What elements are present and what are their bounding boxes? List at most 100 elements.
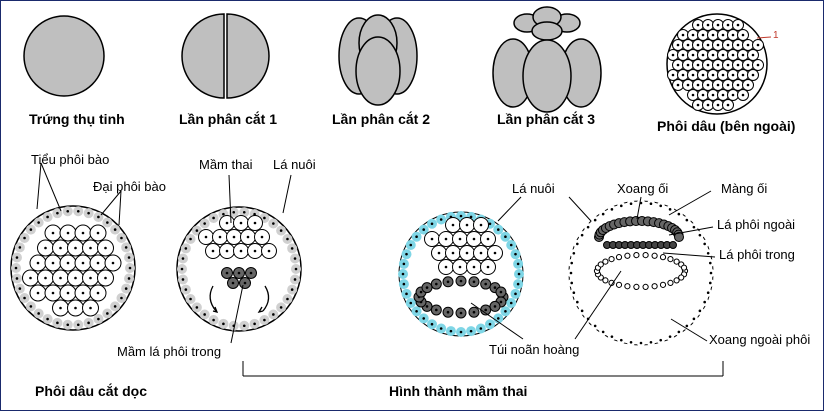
- cell-nucleus: [649, 202, 653, 206]
- cell-nucleus: [66, 231, 70, 235]
- cell-nucleus: [106, 221, 109, 224]
- zygote-caption: Trứng thụ tinh: [29, 111, 125, 127]
- epiblast-cell: [669, 241, 677, 249]
- cell-nucleus: [279, 229, 283, 232]
- cell-nucleus: [746, 63, 750, 67]
- cell-nucleus: [181, 257, 185, 260]
- cell-nucleus: [692, 317, 696, 321]
- cell-nucleus: [249, 271, 253, 275]
- yolk-sac-cell: [597, 261, 604, 268]
- cell-nucleus: [486, 265, 490, 269]
- cell-nucleus: [686, 63, 690, 67]
- cell-nucleus: [696, 23, 700, 27]
- cell-nucleus: [402, 282, 406, 286]
- cell-nucleus: [89, 306, 92, 310]
- cell-nucleus: [51, 291, 55, 295]
- yolk-sac-cell: [667, 279, 674, 286]
- cell-nucleus: [239, 221, 243, 225]
- cell-nucleus: [290, 288, 294, 291]
- cell-nucleus: [721, 93, 725, 97]
- cell-nucleus: [246, 235, 250, 239]
- cell-nucleus: [681, 33, 685, 37]
- leader-lines: [470, 190, 716, 342]
- zygote-cell: [23, 15, 105, 97]
- cell-nucleus: [74, 306, 77, 310]
- cell-nucleus: [46, 215, 49, 219]
- cell-nucleus: [701, 93, 705, 97]
- cell-nucleus: [51, 231, 55, 235]
- cleavage1-figure: [181, 13, 270, 99]
- cell-nucleus: [263, 318, 266, 322]
- cell-nucleus: [51, 261, 55, 265]
- cell-nucleus: [263, 216, 266, 220]
- cell-nucleus: [66, 323, 70, 327]
- cell-nucleus: [465, 251, 469, 255]
- cell-nucleus: [239, 249, 243, 253]
- cell-nucleus: [89, 246, 92, 250]
- cell-nucleus: [698, 233, 702, 237]
- cell-nucleus: [572, 291, 576, 295]
- yolk-sac-cell: [642, 251, 649, 259]
- cell-nucleus: [736, 63, 740, 67]
- yolk-sac-cell: [608, 256, 615, 263]
- blastocyst-figure: [398, 211, 524, 337]
- cell-nucleus: [195, 306, 199, 309]
- cell-nucleus: [74, 246, 77, 250]
- cell-nucleus: [751, 53, 755, 57]
- cell-nucleus: [286, 237, 289, 241]
- cell-nucleus: [232, 235, 236, 239]
- cell-nucleus: [726, 23, 730, 27]
- cell-nucleus: [629, 202, 633, 206]
- cell-nucleus: [691, 73, 695, 77]
- cell-nucleus: [439, 327, 443, 330]
- cell-nucleus: [691, 93, 695, 97]
- cell-nucleus: [59, 276, 62, 280]
- cell-nucleus: [127, 256, 131, 259]
- cleavage2-caption: Lần phân cắt 2: [332, 111, 431, 127]
- cell-nucleus: [225, 249, 229, 253]
- cell-nucleus: [286, 297, 289, 301]
- cell-nucleus: [293, 278, 297, 281]
- cell-nucleus: [706, 83, 710, 87]
- cell-nucleus: [706, 43, 710, 47]
- cell-nucleus: [96, 291, 100, 295]
- cell-nucleus: [465, 223, 469, 227]
- cell-nucleus: [676, 63, 680, 67]
- cell-nucleus: [401, 272, 405, 276]
- cell-nucleus: [696, 83, 700, 87]
- cell-nucleus: [514, 292, 517, 296]
- cell-nucleus: [472, 265, 476, 269]
- cell-nucleus: [681, 53, 685, 57]
- yolk-sac-cell: [624, 252, 631, 259]
- cell-nucleus: [685, 218, 689, 222]
- cell-nucleus: [444, 237, 448, 241]
- cell-nucleus: [184, 247, 188, 250]
- cell-nucleus: [619, 204, 623, 208]
- cell-nucleus: [721, 53, 725, 57]
- cell-nucleus: [472, 280, 476, 284]
- cleavage3-caption: Lần phân cắt 3: [497, 111, 596, 127]
- cell-nucleus: [698, 309, 702, 313]
- cell-nucleus: [267, 249, 271, 253]
- cell-nucleus: [37, 221, 40, 224]
- cell-nucleus: [437, 251, 441, 255]
- cell-nucleus: [81, 231, 85, 235]
- cell-nucleus: [446, 310, 450, 314]
- morula-section-figure: [10, 162, 136, 331]
- cell-nucleus: [128, 266, 132, 270]
- cell-nucleus: [96, 261, 100, 265]
- yolk-sac-cell: [680, 264, 688, 271]
- cell-nucleus: [218, 235, 222, 239]
- cell-nucleus: [706, 23, 710, 27]
- cell-nucleus: [425, 286, 429, 289]
- cell-nucleus: [580, 309, 584, 313]
- cell-nucleus: [81, 261, 85, 265]
- cell-nucleus: [242, 210, 246, 214]
- cell-nucleus: [260, 235, 264, 239]
- cell-nucleus: [706, 103, 710, 107]
- cell-nucleus: [29, 228, 33, 231]
- label-trophoblast-1: Lá nuôi: [273, 157, 316, 172]
- cell-nucleus: [180, 267, 184, 271]
- cell-nucleus: [731, 33, 735, 37]
- cell-nucleus: [496, 317, 500, 320]
